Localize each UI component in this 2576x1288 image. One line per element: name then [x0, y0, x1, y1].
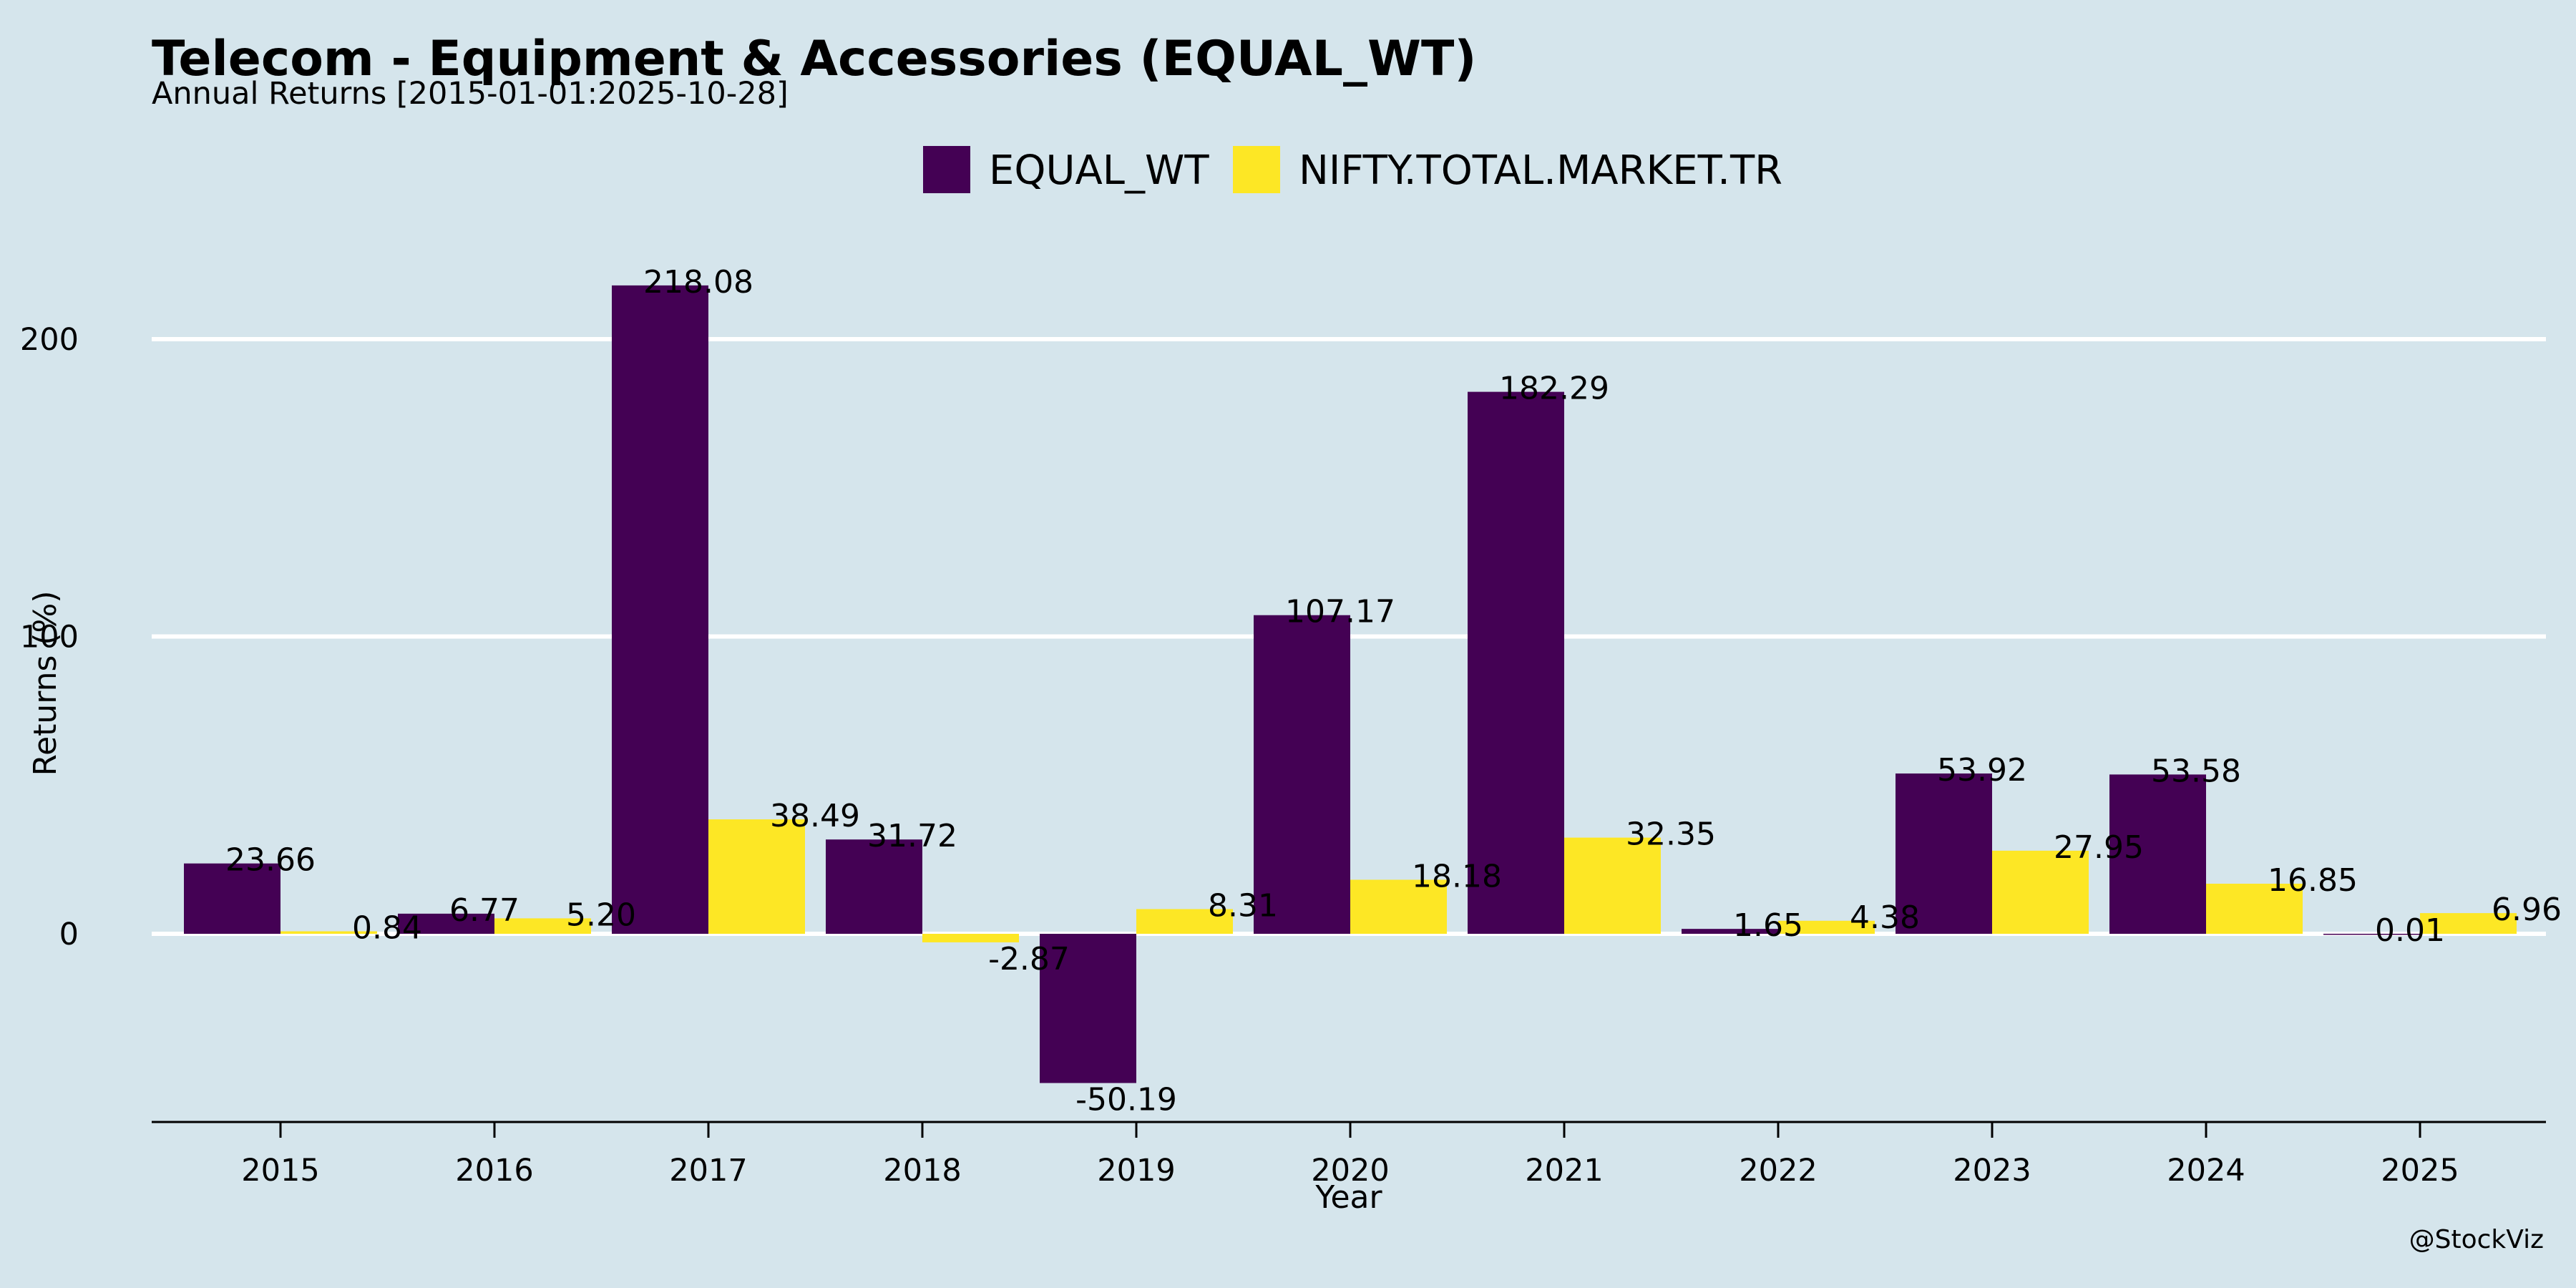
x-tick-label: 2015 — [241, 1153, 319, 1189]
bar — [2109, 774, 2206, 934]
data-label: 4.38 — [1850, 899, 1920, 936]
x-tick-label: 2025 — [2381, 1153, 2459, 1189]
x-tick-label: 2023 — [1953, 1153, 2031, 1189]
bar — [280, 931, 377, 934]
data-label: 8.31 — [1208, 887, 1278, 924]
chart-title: Telecom - Equipment & Accessories (EQUAL… — [152, 31, 1476, 87]
x-tick-label: 2018 — [883, 1153, 961, 1189]
bars — [184, 285, 2517, 1083]
x-tick-label: 2016 — [455, 1153, 533, 1189]
legend: EQUAL_WT NIFTY.TOTAL.MARKET.TR — [923, 146, 1782, 194]
data-label: 0.84 — [352, 910, 422, 947]
bar — [2323, 933, 2420, 935]
data-label: 182.29 — [1499, 371, 1609, 407]
legend-label-nifty-total-market-tr: NIFTY.TOTAL.MARKET.TR — [1299, 147, 1782, 194]
bar — [1254, 615, 1350, 934]
bar — [184, 863, 280, 934]
data-labels: 23.66 6.77 218.08 31.72 -50.19 107.17 182.29 1.… — [225, 264, 2562, 1118]
legend-swatch-equal-wt — [923, 146, 970, 193]
data-label: -50.19 — [1075, 1082, 1177, 1118]
bar — [1564, 837, 1661, 934]
x-tick-label: 2021 — [1525, 1153, 1603, 1189]
bar — [1040, 934, 1136, 1083]
bar — [826, 839, 922, 934]
bar — [398, 913, 494, 934]
x-tick-label: 2024 — [2167, 1153, 2245, 1189]
data-label: 27.95 — [2054, 829, 2144, 866]
data-label: 32.35 — [1626, 816, 1716, 853]
legend-swatch-nifty-total-market-tr — [1233, 146, 1280, 193]
bar — [1468, 391, 1564, 934]
data-label: 218.08 — [643, 264, 753, 301]
bar — [1682, 929, 1778, 934]
data-label: 53.92 — [1937, 752, 2027, 789]
bar — [612, 285, 708, 935]
data-label: 107.17 — [1285, 594, 1395, 630]
data-label: 16.85 — [2268, 862, 2358, 899]
data-label: 18.18 — [1412, 858, 1502, 894]
y-axis-ticks: 0 100 200 — [20, 322, 79, 952]
bar — [708, 819, 805, 934]
data-label: 53.58 — [2151, 753, 2241, 789]
data-label: 1.65 — [1733, 907, 1803, 944]
bar — [1896, 773, 1992, 934]
bar — [1350, 879, 1447, 934]
y-axis-label: Returns (%) — [27, 590, 64, 776]
x-tick-label: 2022 — [1739, 1153, 1817, 1189]
data-label: 6.96 — [2492, 892, 2562, 928]
bar — [494, 918, 591, 934]
x-tick-label: 2019 — [1097, 1153, 1175, 1189]
y-tick-label: 200 — [20, 322, 79, 358]
chart-subtitle: Annual Returns [2015-01-01:2025-10-28] — [152, 76, 789, 112]
x-tick-label: 2020 — [1311, 1153, 1389, 1189]
bar — [2420, 913, 2517, 934]
data-label: -2.87 — [988, 941, 1070, 977]
credit-text: @StockViz — [2409, 1225, 2544, 1254]
data-label: 0.01 — [2375, 912, 2445, 949]
bar — [1136, 909, 1233, 934]
x-axis: 2015 2016 2017 2018 2019 2020 2021 2022 2023 2024… — [152, 1121, 2546, 1189]
data-label: 31.72 — [867, 818, 957, 854]
data-label: 5.20 — [566, 897, 636, 933]
y-tick-label: 0 — [59, 917, 79, 952]
data-label: 23.66 — [225, 842, 316, 879]
bar — [2206, 883, 2303, 934]
x-axis-label: Year — [1314, 1179, 1382, 1216]
x-tick-label: 2017 — [669, 1153, 747, 1189]
bar — [922, 934, 1019, 942]
y-tick-label: 100 — [20, 620, 79, 655]
bar — [1992, 850, 2089, 934]
legend-label-equal-wt: EQUAL_WT — [989, 147, 1209, 194]
bar — [1778, 920, 1875, 934]
data-label: 6.77 — [449, 892, 519, 929]
data-label: 38.49 — [770, 798, 860, 834]
